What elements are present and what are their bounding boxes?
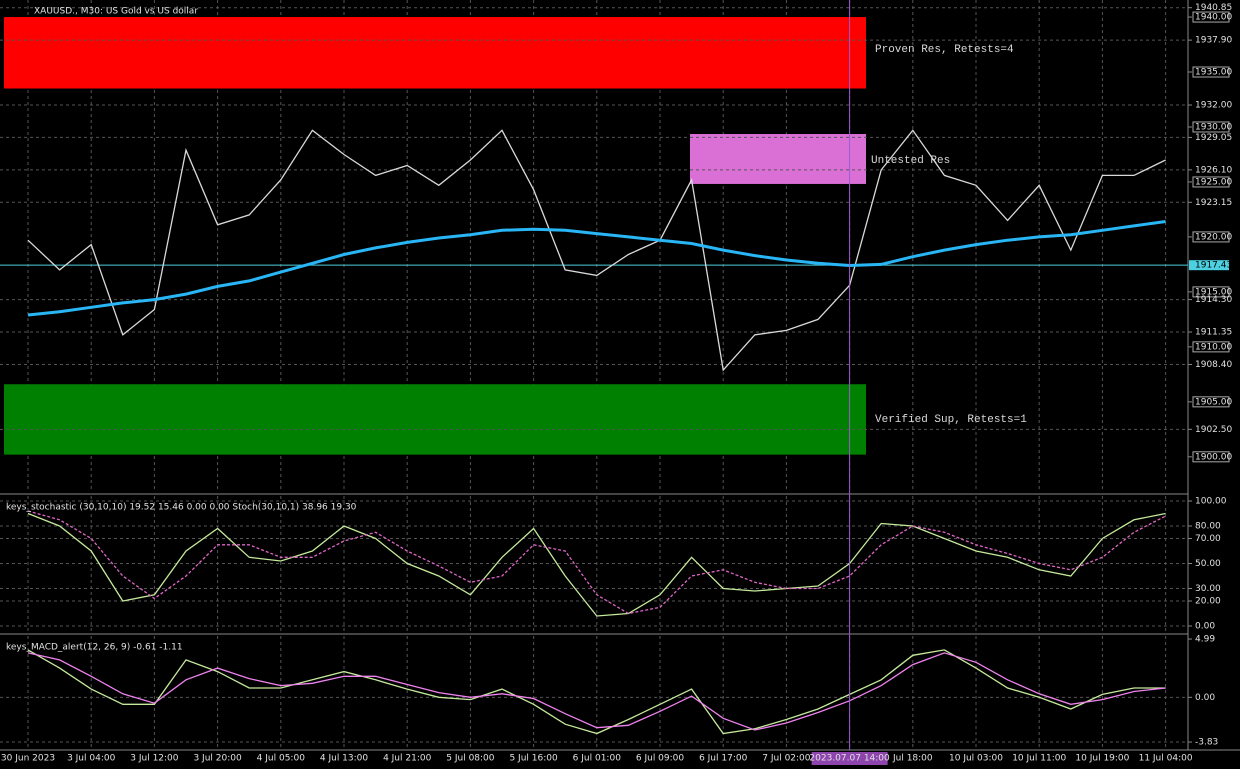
series-line: [27, 129, 1166, 372]
y-tick-label: 0.00: [1195, 693, 1215, 703]
series-line: [27, 649, 1166, 735]
zone: [4, 17, 866, 89]
y-tick-label: 100.00: [1195, 497, 1227, 507]
y-tick-label: 1910.00: [1195, 342, 1232, 352]
y-tick-label: 30.00: [1195, 584, 1221, 594]
tick-box: [1192, 396, 1230, 408]
y-tick-label: 1940.85: [1195, 3, 1232, 13]
series-line: [27, 510, 1166, 615]
x-tick-label: 11 Jul 04:00: [1139, 754, 1193, 764]
x-tick-label: 10 Jul 11:00: [1012, 754, 1066, 764]
y-tick-label: -3.83: [1195, 738, 1218, 748]
y-tick-label: 70.00: [1195, 534, 1221, 544]
panel-title: XAUUSD., M30: US Gold vs US dollar: [34, 7, 198, 17]
zone: [690, 134, 866, 184]
x-tick-label: 10 Jul 19:00: [1075, 754, 1129, 764]
panel-title: keys_stochastic (30,10,10) 19.52 15.46 0…: [6, 503, 357, 513]
y-tick-label: 1930.00: [1195, 122, 1232, 132]
x-tick-label: 4 Jul 05:00: [257, 754, 306, 764]
x-tick-label: 6 Jul 17:00: [699, 754, 748, 764]
price-box: [1189, 260, 1229, 271]
y-tick-label: 1902.50: [1195, 425, 1232, 435]
x-tick-label: 6 Jul 01:00: [573, 754, 622, 764]
x-tick-label: 5 Jul 16:00: [509, 754, 558, 764]
series-line: [27, 652, 1166, 731]
zone-label: Untested Res: [871, 155, 950, 167]
tick-box: [1192, 176, 1230, 188]
y-tick-label: 1900.00: [1195, 452, 1232, 462]
series-line: [27, 220, 1166, 317]
x-tick-label: 3 Jul 12:00: [130, 754, 179, 764]
x-tick-label: Jul 18:00: [892, 754, 933, 764]
series-line: [27, 512, 1166, 617]
x-tick-label: 6 Jul 09:00: [636, 754, 685, 764]
y-tick-label: 1926.10: [1195, 165, 1232, 175]
y-tick-label: 1923.15: [1195, 198, 1232, 208]
y-tick-label: 50.00: [1195, 559, 1221, 569]
x-tick-label: 2023.07.07 14:00: [809, 754, 890, 764]
tick-box: [1192, 451, 1230, 463]
tick-box: [1192, 286, 1230, 298]
crosshair-box: [811, 752, 888, 765]
zone-label: Verified Sup, Retests=1: [875, 414, 1027, 426]
tick-box: [1192, 121, 1230, 133]
y-tick-label: 1905.00: [1195, 397, 1232, 407]
y-tick-label: 1911.35: [1195, 328, 1232, 338]
y-tick-label: 1940.00: [1195, 13, 1232, 23]
price-label: 1917.43: [1195, 261, 1232, 271]
x-tick-label: 4 Jul 13:00: [320, 754, 369, 764]
y-tick-label: 80.00: [1195, 522, 1221, 532]
y-tick-label: 1920.00: [1195, 232, 1232, 242]
y-tick-label: 1925.00: [1195, 177, 1232, 187]
zone: [4, 384, 866, 455]
y-tick-label: 1929.05: [1195, 133, 1232, 143]
x-tick-label: 4 Jul 21:00: [383, 754, 432, 764]
x-tick-label: 10 Jul 03:00: [949, 754, 1003, 764]
y-tick-label: 1908.40: [1195, 360, 1232, 370]
tick-box: [1192, 11, 1230, 23]
x-tick-label: 7 Jul 02:00: [762, 754, 811, 764]
y-tick-label: 1915.00: [1195, 287, 1232, 297]
y-tick-label: 1935.00: [1195, 68, 1232, 78]
x-tick-label: 30 Jun 2023: [1, 754, 55, 764]
tick-box: [1192, 341, 1230, 353]
y-tick-label: 1914.30: [1195, 295, 1232, 305]
y-tick-label: 1937.90: [1195, 36, 1232, 46]
y-tick-label: 0.00: [1195, 622, 1215, 632]
y-tick-label: 4.99: [1195, 635, 1215, 645]
panel-title: keys_MACD_alert(12, 26, 9) -0.61 -1.11: [6, 643, 183, 653]
x-tick-label: 3 Jul 20:00: [193, 754, 242, 764]
y-tick-label: 20.00: [1195, 597, 1221, 607]
y-tick-label: 1932.00: [1195, 100, 1232, 110]
x-tick-label: 5 Jul 08:00: [446, 754, 495, 764]
zone-label: Proven Res, Retests=4: [875, 44, 1014, 56]
tick-box: [1192, 231, 1230, 243]
x-tick-label: 3 Jul 04:00: [67, 754, 116, 764]
tick-box: [1192, 66, 1230, 78]
